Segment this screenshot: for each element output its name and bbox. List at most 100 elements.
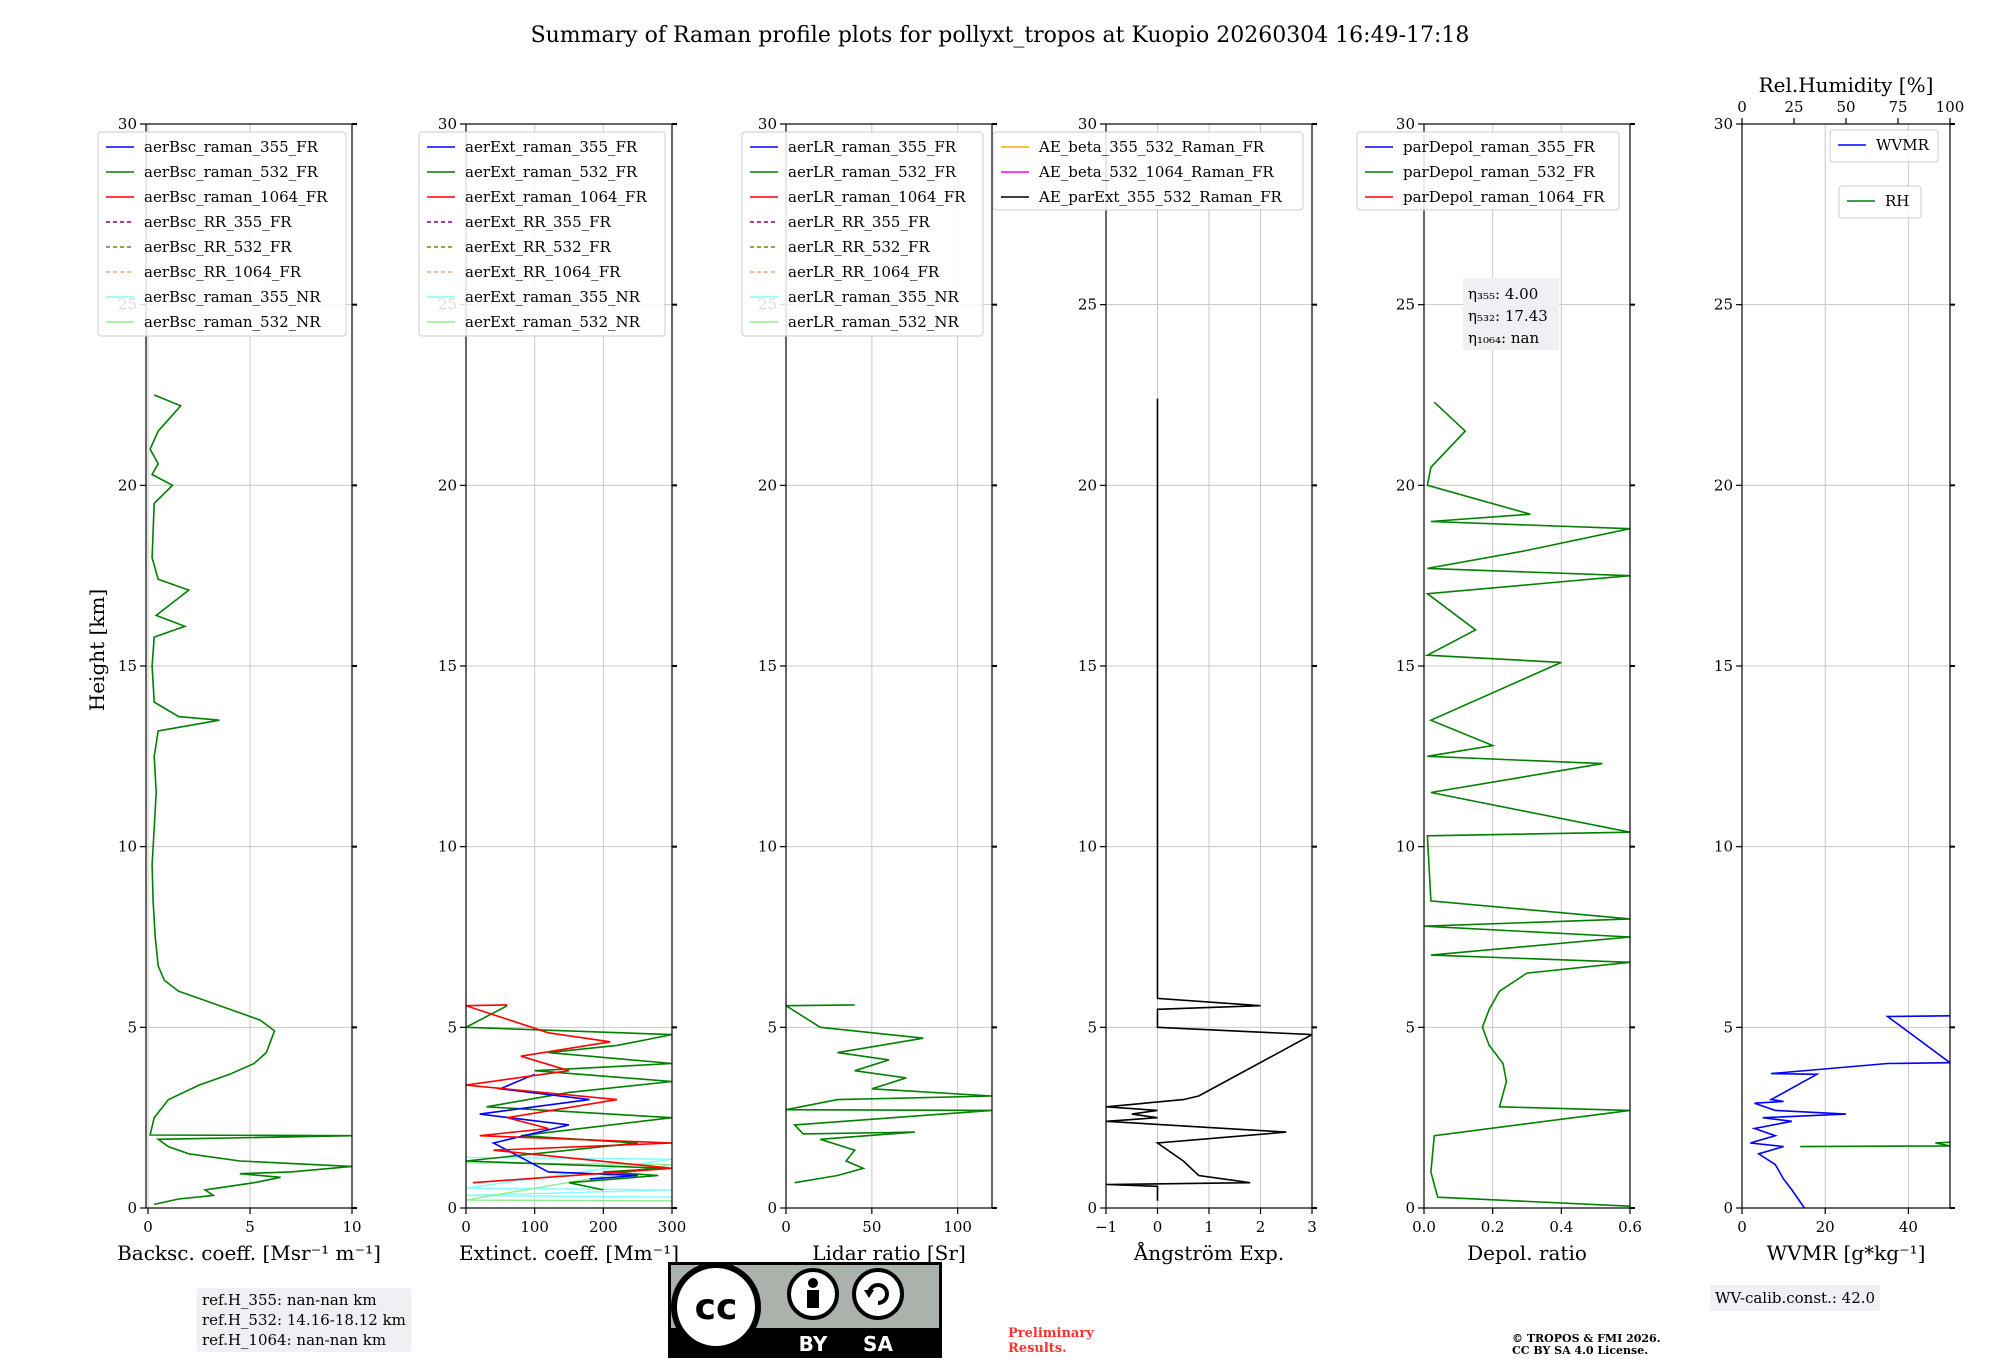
ytick-label-wv: 15 <box>1714 657 1733 675</box>
panel-bsc: 0510152025300510Backsc. coeff. [Msr⁻¹ m⁻… <box>97 115 381 1265</box>
eta-annotation-dep: η₃₅₅: 4.00 η₅₃₂: 17.43 η₁₀₆₄: nan <box>1463 278 1559 350</box>
preliminary-line-1: Preliminary <box>1008 1326 1094 1341</box>
series-AE_parExt_355_532_Raman_FR <box>1106 398 1312 1201</box>
xtick-label-ae: 0 <box>1153 1218 1163 1236</box>
ytick-label-ae: 25 <box>1078 296 1097 314</box>
x2tick-label-wv: 100 <box>1936 98 1965 116</box>
sa-circle-icon <box>852 1268 904 1320</box>
legend-label-aerBsc_RR_532_FR: aerBsc_RR_532_FR <box>144 238 292 256</box>
legend-lr-frame <box>741 131 984 337</box>
legend-label-parDepol_raman_1064_FR: parDepol_raman_1064_FR <box>1403 188 1605 206</box>
x-axis-label-bsc: Backsc. coeff. [Msr⁻¹ m⁻¹] <box>117 1241 381 1265</box>
legend-wv: WVMR <box>1829 129 1939 163</box>
legend-bsc: aerBsc_raman_355_FR aerBsc_raman_532_FRae… <box>97 131 347 337</box>
xtick-label-ae: −1 <box>1095 1218 1117 1236</box>
ytick-label-lr: 30 <box>758 115 777 133</box>
xtick-label-ext: 100 <box>520 1218 549 1236</box>
badge-sa-label: SA <box>863 1332 893 1356</box>
legend-label-aerLR_raman_532_FR: aerLR_raman_532_FR <box>788 163 957 181</box>
xtick-label-ext: 300 <box>658 1218 687 1236</box>
ytick-label-lr: 15 <box>758 657 777 675</box>
legend2-wv-frame <box>1838 185 1922 219</box>
x-axis-label-ae: Ångström Exp. <box>1133 1240 1284 1265</box>
xtick-label-dep: 0.0 <box>1412 1218 1436 1236</box>
xtick-label-bsc: 0 <box>143 1218 153 1236</box>
ytick-label-bsc: 30 <box>118 115 137 133</box>
ytick-label-bsc: 5 <box>127 1018 137 1036</box>
legend-label-aerLR_raman_355_NR: aerLR_raman_355_NR <box>788 288 959 306</box>
figure-title: Summary of Raman profile plots for polly… <box>531 23 1470 48</box>
legend-label-aerLR_raman_532_NR: aerLR_raman_532_NR <box>788 313 959 331</box>
legend-label-aerExt_RR_532_FR: aerExt_RR_532_FR <box>465 238 612 256</box>
ytick-label-bsc: 0 <box>127 1199 137 1217</box>
ytick-label-lr: 10 <box>758 838 777 856</box>
legend-label-aerBsc_raman_532_NR: aerBsc_raman_532_NR <box>144 313 321 331</box>
ref-height-532: ref.H_532: 14.16-18.12 km <box>202 1311 406 1329</box>
xtick-label-ext: 200 <box>589 1218 618 1236</box>
legend-label-aerLR_raman_355_FR: aerLR_raman_355_FR <box>788 138 957 156</box>
ytick-label-ae: 20 <box>1078 476 1097 494</box>
ytick-label-lr: 0 <box>767 1199 777 1217</box>
legend-ext: aerExt_raman_355_FR aerExt_raman_532_FRae… <box>418 131 666 337</box>
ytick-label-dep: 20 <box>1396 476 1415 494</box>
x2tick-label-wv: 75 <box>1888 98 1907 116</box>
ytick-label-wv: 30 <box>1714 115 1733 133</box>
legend-dep-frame <box>1356 131 1620 211</box>
legend-label-aerBsc_raman_1064_FR: aerBsc_raman_1064_FR <box>144 188 328 206</box>
series-aerExt_raman_355_FR <box>479 1073 638 1180</box>
cc-text: cc <box>695 1287 738 1328</box>
xtick-label-lr: 50 <box>862 1218 881 1236</box>
xtick-label-ae: 3 <box>1307 1218 1317 1236</box>
eta-line-2: η₁₀₆₄: nan <box>1468 329 1539 347</box>
legend-label-parDepol_raman_355_FR: parDepol_raman_355_FR <box>1403 138 1596 156</box>
legend-label-aerBsc_raman_532_FR: aerBsc_raman_532_FR <box>144 163 319 181</box>
ytick-label-ae: 15 <box>1078 657 1097 675</box>
legend-label-AE_parExt_355_532_Raman_FR: AE_parExt_355_532_Raman_FR <box>1038 188 1283 206</box>
ytick-label-ae: 5 <box>1087 1018 1097 1036</box>
xtick-label-lr: 0 <box>781 1218 791 1236</box>
xtick-label-wv: 0 <box>1737 1218 1747 1236</box>
xtick-label-wv: 40 <box>1899 1218 1918 1236</box>
wv-calib-text: WV-calib.const.: 42.0 <box>1715 1289 1876 1307</box>
ytick-label-ae: 30 <box>1078 115 1097 133</box>
ytick-label-ae: 10 <box>1078 838 1097 856</box>
wv-calib-box: WV-calib.const.: 42.0 <box>1710 1285 1881 1311</box>
ref-height-1064: ref.H_1064: nan-nan km <box>202 1331 387 1349</box>
ytick-label-bsc: 10 <box>118 838 137 856</box>
ytick-label-wv: 5 <box>1723 1018 1733 1036</box>
legend-label-aerExt_raman_1064_FR: aerExt_raman_1064_FR <box>465 188 647 206</box>
legend-label-aerExt_raman_532_NR: aerExt_raman_532_NR <box>465 313 641 331</box>
xtick-label-ae: 1 <box>1204 1218 1214 1236</box>
ytick-label-wv: 0 <box>1723 1199 1733 1217</box>
x2-axis-label-wv: Rel.Humidity [%] <box>1759 73 1934 97</box>
legend-label-aerBsc_RR_1064_FR: aerBsc_RR_1064_FR <box>144 263 302 281</box>
y-axis-label: Height [km] <box>85 589 109 711</box>
legend-label-aerExt_raman_532_FR: aerExt_raman_532_FR <box>465 163 638 181</box>
legend-lr: aerLR_raman_355_FR aerLR_raman_532_FR aerL… <box>741 131 984 337</box>
legend-label-aerLR_raman_1064_FR: aerLR_raman_1064_FR <box>788 188 966 206</box>
legend-label-aerLR_RR_532_FR: aerLR_RR_532_FR <box>788 238 930 256</box>
series-WVMR <box>1750 1015 1950 1208</box>
legend-label-parDepol_raman_532_FR: parDepol_raman_532_FR <box>1403 163 1596 181</box>
xtick-label-bsc: 10 <box>342 1218 361 1236</box>
ytick-label-wv: 10 <box>1714 838 1733 856</box>
person-head <box>808 1278 818 1288</box>
ytick-label-bsc: 15 <box>118 657 137 675</box>
xtick-label-wv: 20 <box>1816 1218 1835 1236</box>
x-axis-label-wv: WVMR [g*kg⁻¹] <box>1767 1241 1926 1265</box>
legend-label-aerExt_RR_1064_FR: aerExt_RR_1064_FR <box>465 263 621 281</box>
ytick-label-dep: 30 <box>1396 115 1415 133</box>
legend-label-aerExt_raman_355_NR: aerExt_raman_355_NR <box>465 288 641 306</box>
ytick-label-ext: 5 <box>447 1018 457 1036</box>
person-body <box>807 1290 819 1308</box>
ytick-label-ext: 10 <box>438 838 457 856</box>
panel-ext: 0510152025300100200300Extinct. coeff. [M… <box>418 115 687 1265</box>
ytick-label-ext: 0 <box>447 1199 457 1217</box>
ytick-label-ext: 20 <box>438 476 457 494</box>
eta-line-0: η₃₅₅: 4.00 <box>1468 285 1538 303</box>
xtick-label-dep: 0.4 <box>1549 1218 1573 1236</box>
x2tick-label-wv: 50 <box>1836 98 1855 116</box>
xtick-label-ext: 0 <box>461 1218 471 1236</box>
